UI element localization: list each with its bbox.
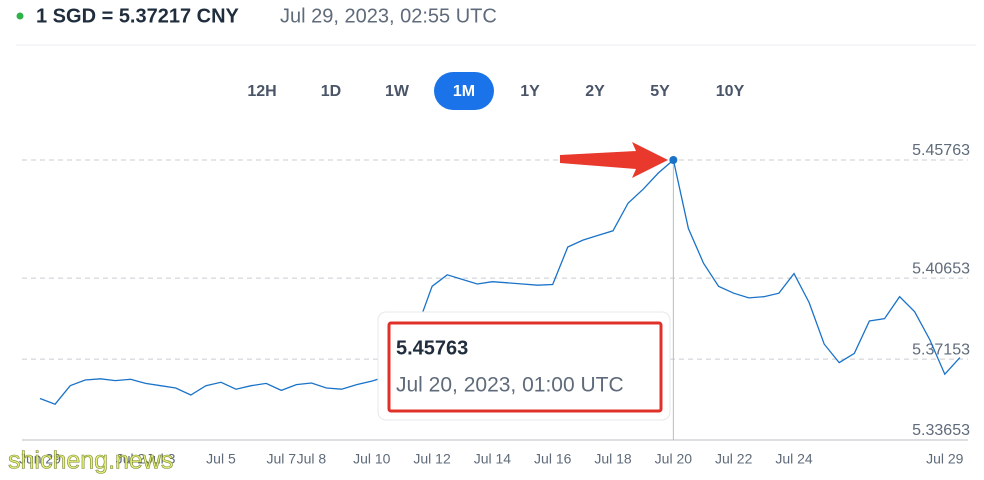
tooltip-box (377, 311, 671, 421)
x-tick-label: Jul 8 (297, 451, 327, 467)
y-tick-label: 5.40653 (912, 260, 970, 277)
y-tick-label: 5.33653 (912, 422, 970, 439)
tooltip-date: Jul 20, 2023, 01:00 UTC (396, 374, 624, 397)
x-tick-label: Jun 29 (19, 451, 61, 467)
range-tabs: 12H 1D 1W 1M 1Y 2Y 5Y 10Y (247, 72, 745, 110)
x-tick-label: Jul 24 (775, 451, 813, 467)
x-tick-label: Jul 29 (926, 451, 964, 467)
range-tab[interactable]: 12H (247, 83, 276, 100)
x-tick-label: Jul 20 (655, 451, 693, 467)
x-tick-label: Jul 2 (116, 451, 146, 467)
watermark: shicheng.news (8, 447, 173, 475)
highlight-box (387, 321, 663, 413)
x-tick-label: Jul 22 (715, 451, 753, 467)
x-tick-label: Jul 18 (594, 451, 632, 467)
rate: 1 SGD = 5.37217 CNY (36, 5, 240, 27)
y-tick-label: 5.37153 (912, 341, 970, 358)
hover-point (669, 156, 678, 164)
arrow (560, 142, 668, 178)
rate-line (39, 158, 961, 405)
x-tick-label: Jul 7 (266, 451, 296, 467)
x-tick-label: Jul 16 (534, 451, 572, 467)
x-tick-label: Jul 3 (146, 451, 176, 467)
range-tab[interactable]: 1M (453, 83, 475, 100)
timestamp: Jul 29, 2023, 02:55 UTC (280, 5, 497, 27)
range-tab[interactable]: 10Y (716, 83, 745, 100)
range-tab[interactable]: 2Y (585, 83, 605, 100)
x-tick-label: Jul 14 (474, 451, 512, 467)
x-tick-label: Jul 5 (206, 451, 236, 467)
tooltip-value: 5.45763 (396, 337, 468, 359)
status-dot (16, 12, 24, 20)
y-tick-label: 5.45763 (912, 142, 970, 159)
tab-active-bg (434, 72, 494, 110)
range-tab[interactable]: 1Y (520, 83, 540, 100)
range-tab[interactable]: 5Y (650, 83, 670, 100)
range-tab[interactable]: 1D (321, 83, 341, 100)
range-tab[interactable]: 1W (385, 83, 410, 100)
tooltip: 5.45763 Jul 20, 2023, 01:00 UTC (377, 311, 671, 421)
x-tick-label: Jul 10 (353, 451, 391, 467)
x-tick-label: Jul 12 (413, 451, 451, 467)
